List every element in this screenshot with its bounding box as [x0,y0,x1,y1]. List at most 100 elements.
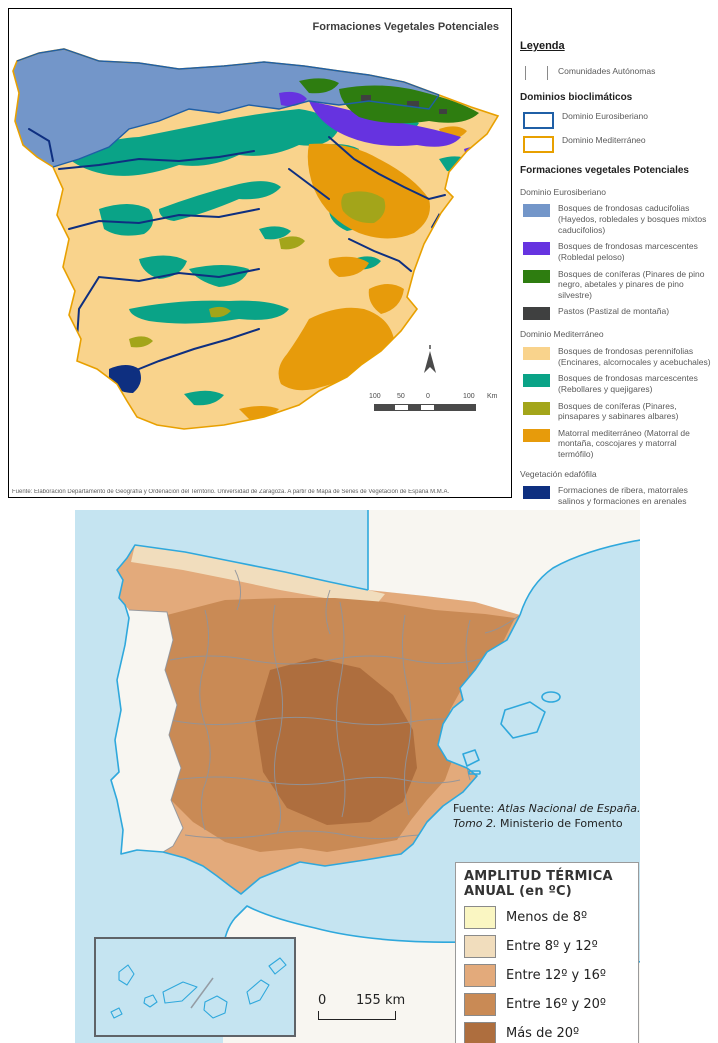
legend-item-label: Entre 12º y 16º [506,967,607,983]
zone-pastos [361,95,447,114]
map-source: Fuente: Atlas Nacional de España. Tomo 2… [453,802,643,832]
legend-item-label: Bosques de frondosas marcescentes (Rebol… [558,373,698,394]
zone-coniferas-euro [299,78,479,124]
canary-islands-inset [94,937,296,1037]
legend-swatch [523,204,550,218]
legend-item-label: Pastos (Pastizal de montaña) [558,306,670,317]
legend-item-label: Bosques de frondosas caducifolias (Hayed… [558,203,707,235]
legend-heading: Leyenda [520,40,565,52]
legend-item-label: Bosques de coníferas (Pinares, pinsapare… [558,400,679,422]
rivers [28,128,446,372]
group-label-eurosiberiano: Dominio Eurosiberiano [520,186,606,197]
legend-item-label: Bosques de coníferas (Pinares de pino ne… [558,268,705,300]
zone-marcescentes-med [69,109,471,406]
scale-bar-segments [374,404,476,411]
legend-item: Pastos (Pastizal de montaña) [523,306,712,321]
coastline-france [367,510,640,616]
legend-swatch [464,992,496,1016]
legend-swatch [523,347,550,360]
legend-swatch [523,401,550,415]
legend-swatch [523,112,554,130]
scale-unit: Km [487,393,498,400]
legend-swatch [464,934,496,958]
legend-item: Bosques de frondosas caducifolias (Hayed… [523,203,712,235]
legend-item: Bosques de frondosas marcescentes (Rebol… [523,373,712,394]
group-label-mediterraneo: Dominio Mediterráneo [520,329,604,340]
legend-item-label: Bosques de frondosas marcescentes (Roble… [558,241,698,262]
scale-label: 0 [426,393,430,400]
legend-item-label: Más de 20º [506,1025,580,1041]
legend-item: Más de 20º [464,1021,630,1043]
legend-item-label: Dominio Mediterráneo [562,135,646,146]
legend-item: Entre 8º y 12º [464,934,630,958]
zone-mas-20 [255,658,417,825]
legend-item-label: Comunidades Autónomas [558,65,656,76]
scale-label: 50 [397,393,405,400]
legend-item-admin: Comunidades Autónomas [523,65,712,80]
balearic-islands [462,691,561,775]
vegetation-map [12,48,500,430]
legend-swatch [464,1021,496,1043]
admin-boundary-symbol [523,65,550,80]
legend-swatch [464,963,496,987]
legend-item: Bosques de frondosas marcescentes (Roble… [523,241,712,262]
zone-marcescentes-euro [279,91,489,160]
legend-swatch [523,307,550,321]
legend-item: Entre 12º y 16º [464,963,630,987]
legend-item-label: Entre 8º y 12º [506,938,598,954]
source-volume: Tomo 2. [453,816,497,830]
legend-swatch [523,269,550,283]
legend-item-label: Dominio Eurosiberiano [562,111,648,122]
legend-item-label: Menos de 8º [506,909,588,925]
amplitude-map [75,510,640,1043]
vegetation-map-panel: Formaciones Vegetales Potenciales 100 50… [8,8,512,498]
zone-8-12-north [131,545,385,606]
legend-item: Entre 16º y 20º [464,992,630,1016]
map-source: Fuente: Elaboración Departamento de Geog… [12,489,450,495]
legend-title-line1: AMPLITUD TÉRMICA [464,869,613,884]
legend-swatch [523,136,554,154]
vegetation-legend: Leyenda Comunidades Autónomas Dominios b… [520,40,712,513]
legend-item-label: Formaciones de ribera, matorrales salino… [558,485,688,506]
scale-label: 100 [463,393,475,400]
legend-swatch [523,428,550,442]
source-title: Atlas Nacional de España. [497,802,641,815]
legend-item: Matorral mediterráneo (Matorral de monta… [523,428,712,460]
scale-distance: 155 km [356,993,406,1008]
source-prefix: Fuente: [453,802,498,815]
source-publisher: Ministerio de Fomento [496,816,623,830]
formations-heading: Formaciones vegetales Potenciales [520,165,689,177]
legend-item-label: Bosques de frondosas perennifolias (Enci… [558,346,711,367]
legend-item-label: Matorral mediterráneo (Matorral de monta… [558,427,690,459]
zone-coniferas-med [129,191,457,348]
domains-heading: Dominios bioclimáticos [520,91,633,103]
coastline-iberia [110,544,521,895]
portugal-border [128,609,184,853]
scale-zero: 0 [318,993,327,1008]
group-label-edafofila: Vegetación edafófila [520,468,597,479]
legend-item-label: Entre 16º y 20º [506,996,607,1012]
legend-swatch [523,242,550,256]
land-france [368,510,640,615]
domain-eurosiberiano-boundary [16,48,440,168]
zone-matorral [159,77,467,420]
legend-item: Bosques de coníferas (Pinares de pino ne… [523,269,712,301]
scale-label: 100 [369,393,381,400]
scale-bar: 0 155 km [318,993,438,1020]
legend-swatch [523,374,550,388]
legend-item: Formaciones de ribera, matorrales salino… [523,485,712,506]
amplitude-legend: AMPLITUD TÉRMICA ANUAL (en ºC) Menos de … [455,862,639,1043]
legend-title-line2: ANUAL (en ºC) [464,883,572,899]
scale-bar: 100 50 0 100 Km [369,393,509,419]
legend-item-domain-euro: Dominio Eurosiberiano [523,111,712,130]
legend-item: Bosques de coníferas (Pinares, pinsapare… [523,401,712,422]
legend-item: Bosques de frondosas perennifolias (Enci… [523,346,712,367]
legend-swatch [464,905,496,929]
scale-bracket [318,1011,396,1020]
amplitude-map-panel: Fuente: Atlas Nacional de España. Tomo 2… [75,510,643,1043]
legend-item: Menos de 8º [464,905,630,929]
map-title: Formaciones Vegetales Potenciales [312,21,499,33]
legend-item-domain-med: Dominio Mediterráneo [523,135,712,154]
legend-swatch [523,486,550,500]
